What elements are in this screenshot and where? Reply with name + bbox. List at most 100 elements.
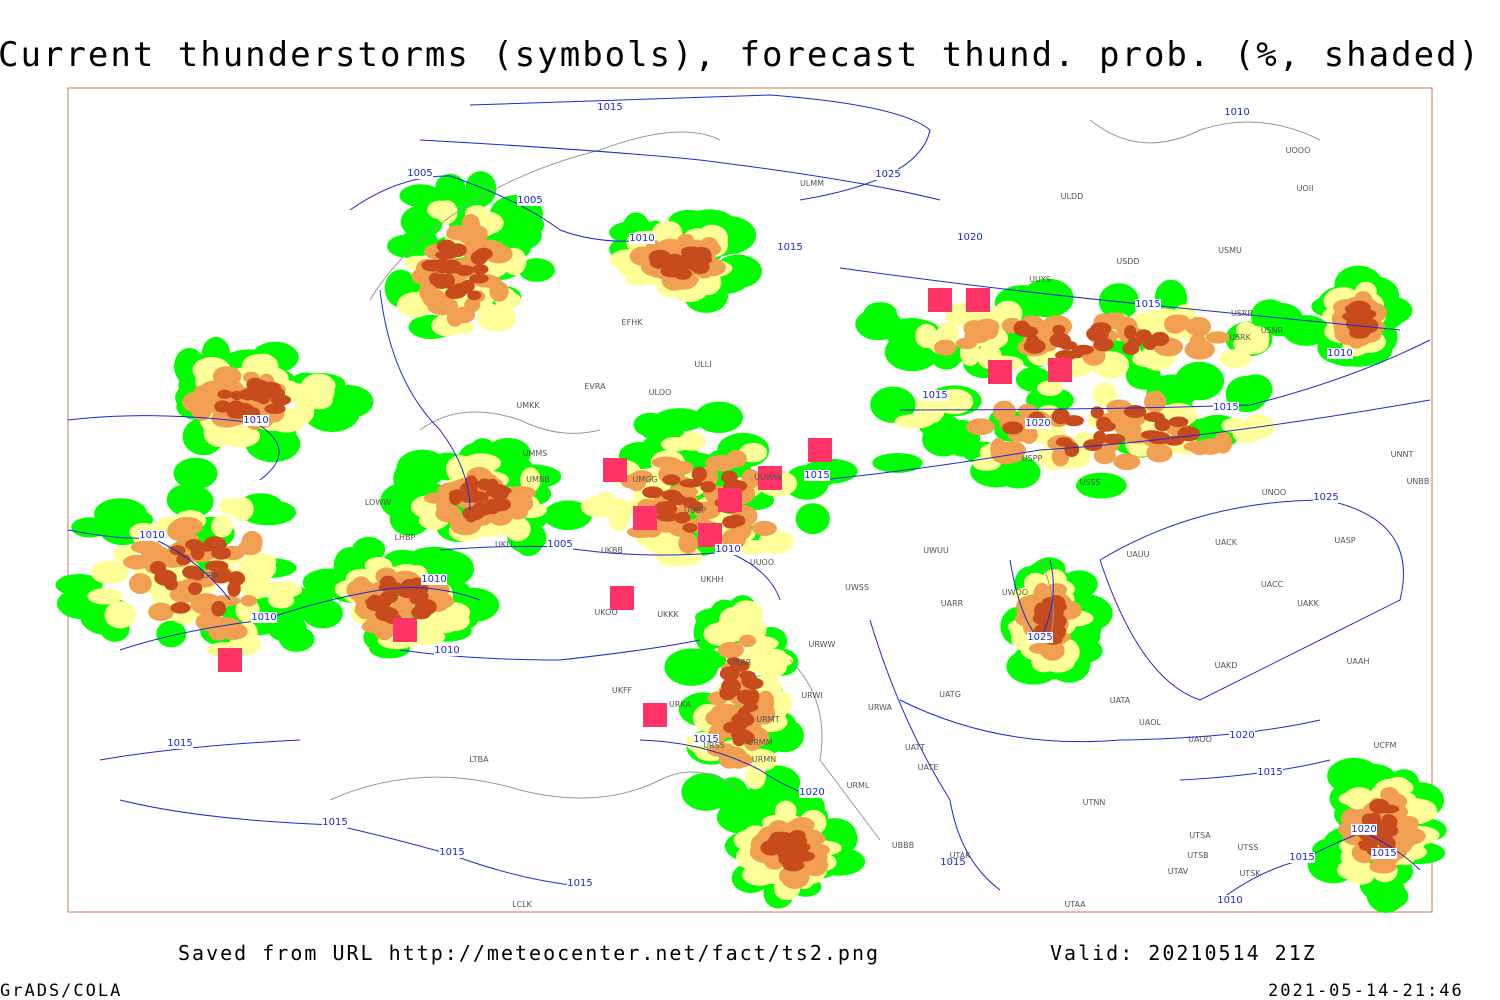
station-label: ULDD <box>1061 192 1084 201</box>
isobars <box>67 94 1431 901</box>
thunderstorm-shading <box>670 460 694 475</box>
isobar-label-bg <box>243 415 269 426</box>
isobar-label-bg <box>322 817 348 828</box>
thunderstorm-shading <box>1075 472 1127 499</box>
shading-layer <box>55 171 1447 914</box>
thunderstorm-shading <box>250 429 300 457</box>
station-label: UAOO <box>1188 735 1212 744</box>
storm-symbol <box>1048 358 1072 382</box>
isobar-label-bg <box>1257 767 1283 778</box>
station-label: UWUU <box>923 546 949 555</box>
thunderstorm-shading <box>662 474 681 486</box>
thunderstorm-shading <box>543 500 593 531</box>
thunderstorm-shading <box>302 598 343 629</box>
isobar-label-bg <box>167 738 193 749</box>
isobar-label: 1015 <box>922 390 947 401</box>
thunderstorm-shading <box>489 497 512 512</box>
thunderstorm-shading <box>741 731 755 745</box>
isobar-label: 1020 <box>1025 418 1050 429</box>
thunderstorm-shading <box>774 800 797 822</box>
isobar-label-bg <box>1027 632 1053 643</box>
station-label: UWOO <box>1002 588 1028 597</box>
thunderstorm-shading <box>726 656 741 666</box>
thunderstorm-shading <box>738 692 757 705</box>
thunderstorm-shading <box>476 304 517 332</box>
thunderstorm-shading <box>741 673 758 688</box>
thunderstorm-shading <box>1197 438 1224 455</box>
thunderstorm-shading <box>214 400 232 413</box>
station-label: URRR <box>729 658 752 667</box>
storm-symbol <box>218 648 242 672</box>
thunderstorm-shading <box>1098 421 1116 432</box>
thunderstorm-shading <box>870 386 916 423</box>
isobar-label: 1025 <box>875 169 900 180</box>
thunderstorm-shading <box>682 497 698 509</box>
thunderstorm-shading <box>781 868 809 889</box>
isobar-label-bg <box>1327 348 1353 359</box>
station-label: UATG <box>939 690 961 699</box>
thunderstorm-shading <box>211 566 232 584</box>
station-label: LCLK <box>512 900 533 909</box>
station-label: UUYS <box>1029 275 1051 284</box>
thunderstorm-shading <box>462 484 476 499</box>
isobar-label: 1025 <box>1313 492 1338 503</box>
station-label: UAKK <box>1297 599 1320 608</box>
isobar-label: 1015 <box>1257 767 1282 778</box>
thunderstorm-shading <box>1101 433 1126 445</box>
thunderstorm-shading <box>1059 340 1078 350</box>
thunderstorm-shading <box>1344 304 1369 314</box>
isobar-label: 1010 <box>434 645 459 656</box>
isobar-label-bg <box>804 470 830 481</box>
thunderstorm-shading <box>872 453 923 473</box>
isobar-label-bg <box>715 544 741 555</box>
thunderstorm-shading <box>1382 813 1395 824</box>
isobar-label: 1015 <box>439 847 464 858</box>
station-label: UCFM <box>1374 741 1397 750</box>
thunderstorm-shading <box>742 702 759 712</box>
thunderstorm-shading <box>595 491 616 509</box>
isobar-label-bg <box>940 857 966 868</box>
thunderstorm-shading <box>795 503 830 535</box>
isobar-label-bg <box>1313 492 1339 503</box>
thunderstorm-shading <box>738 634 757 648</box>
thunderstorm-shading <box>489 280 509 302</box>
station-label: UTSA <box>1189 831 1211 840</box>
station-label: UKLL <box>495 540 516 549</box>
isobar-label-bg <box>439 847 465 858</box>
station-label: USRR <box>1231 309 1253 318</box>
station-label: UATE <box>918 763 939 772</box>
station-label: LOWW <box>365 498 391 507</box>
station-label: UTNN <box>1083 798 1106 807</box>
storm-symbol <box>988 360 1012 384</box>
thunderstorm-shading <box>427 296 459 316</box>
thunderstorm-shading <box>1380 786 1399 802</box>
thunderstorm-shading <box>713 742 735 755</box>
thunderstorm-shading <box>1090 406 1104 419</box>
thunderstorm-shading <box>917 407 943 424</box>
thunderstorm-shading <box>1144 390 1167 413</box>
thunderstorm-shading <box>378 582 396 592</box>
station-label: UAAH <box>1346 657 1369 666</box>
thunderstorm-shading <box>188 582 203 596</box>
isobar-label: 1020 <box>1229 730 1254 741</box>
thunderstorm-shading <box>656 511 679 522</box>
thunderstorm-shading <box>758 529 794 554</box>
thunderstorm-shading <box>752 520 777 536</box>
station-label: UTSS <box>1238 843 1259 852</box>
storm-symbol <box>966 288 990 312</box>
thunderstorm-shading <box>1375 831 1391 846</box>
thunderstorm-shading <box>700 481 716 493</box>
thunderstorm-shading <box>234 402 254 417</box>
isobar-label: 1020 <box>957 232 982 243</box>
thunderstorm-shading <box>435 173 466 199</box>
station-label: UOII <box>1297 184 1314 193</box>
thunderstorm-shading <box>270 394 292 406</box>
thunderstorm-shading <box>262 581 303 599</box>
isobar-label-bg <box>421 574 447 585</box>
isobar-label-bg <box>1025 418 1051 429</box>
isobar-label: 1010 <box>139 530 164 541</box>
station-label: UACK <box>1215 538 1238 547</box>
storm-symbol <box>643 703 667 727</box>
thunderstorm-shading <box>715 777 750 816</box>
thunderstorm-shading <box>140 545 170 561</box>
